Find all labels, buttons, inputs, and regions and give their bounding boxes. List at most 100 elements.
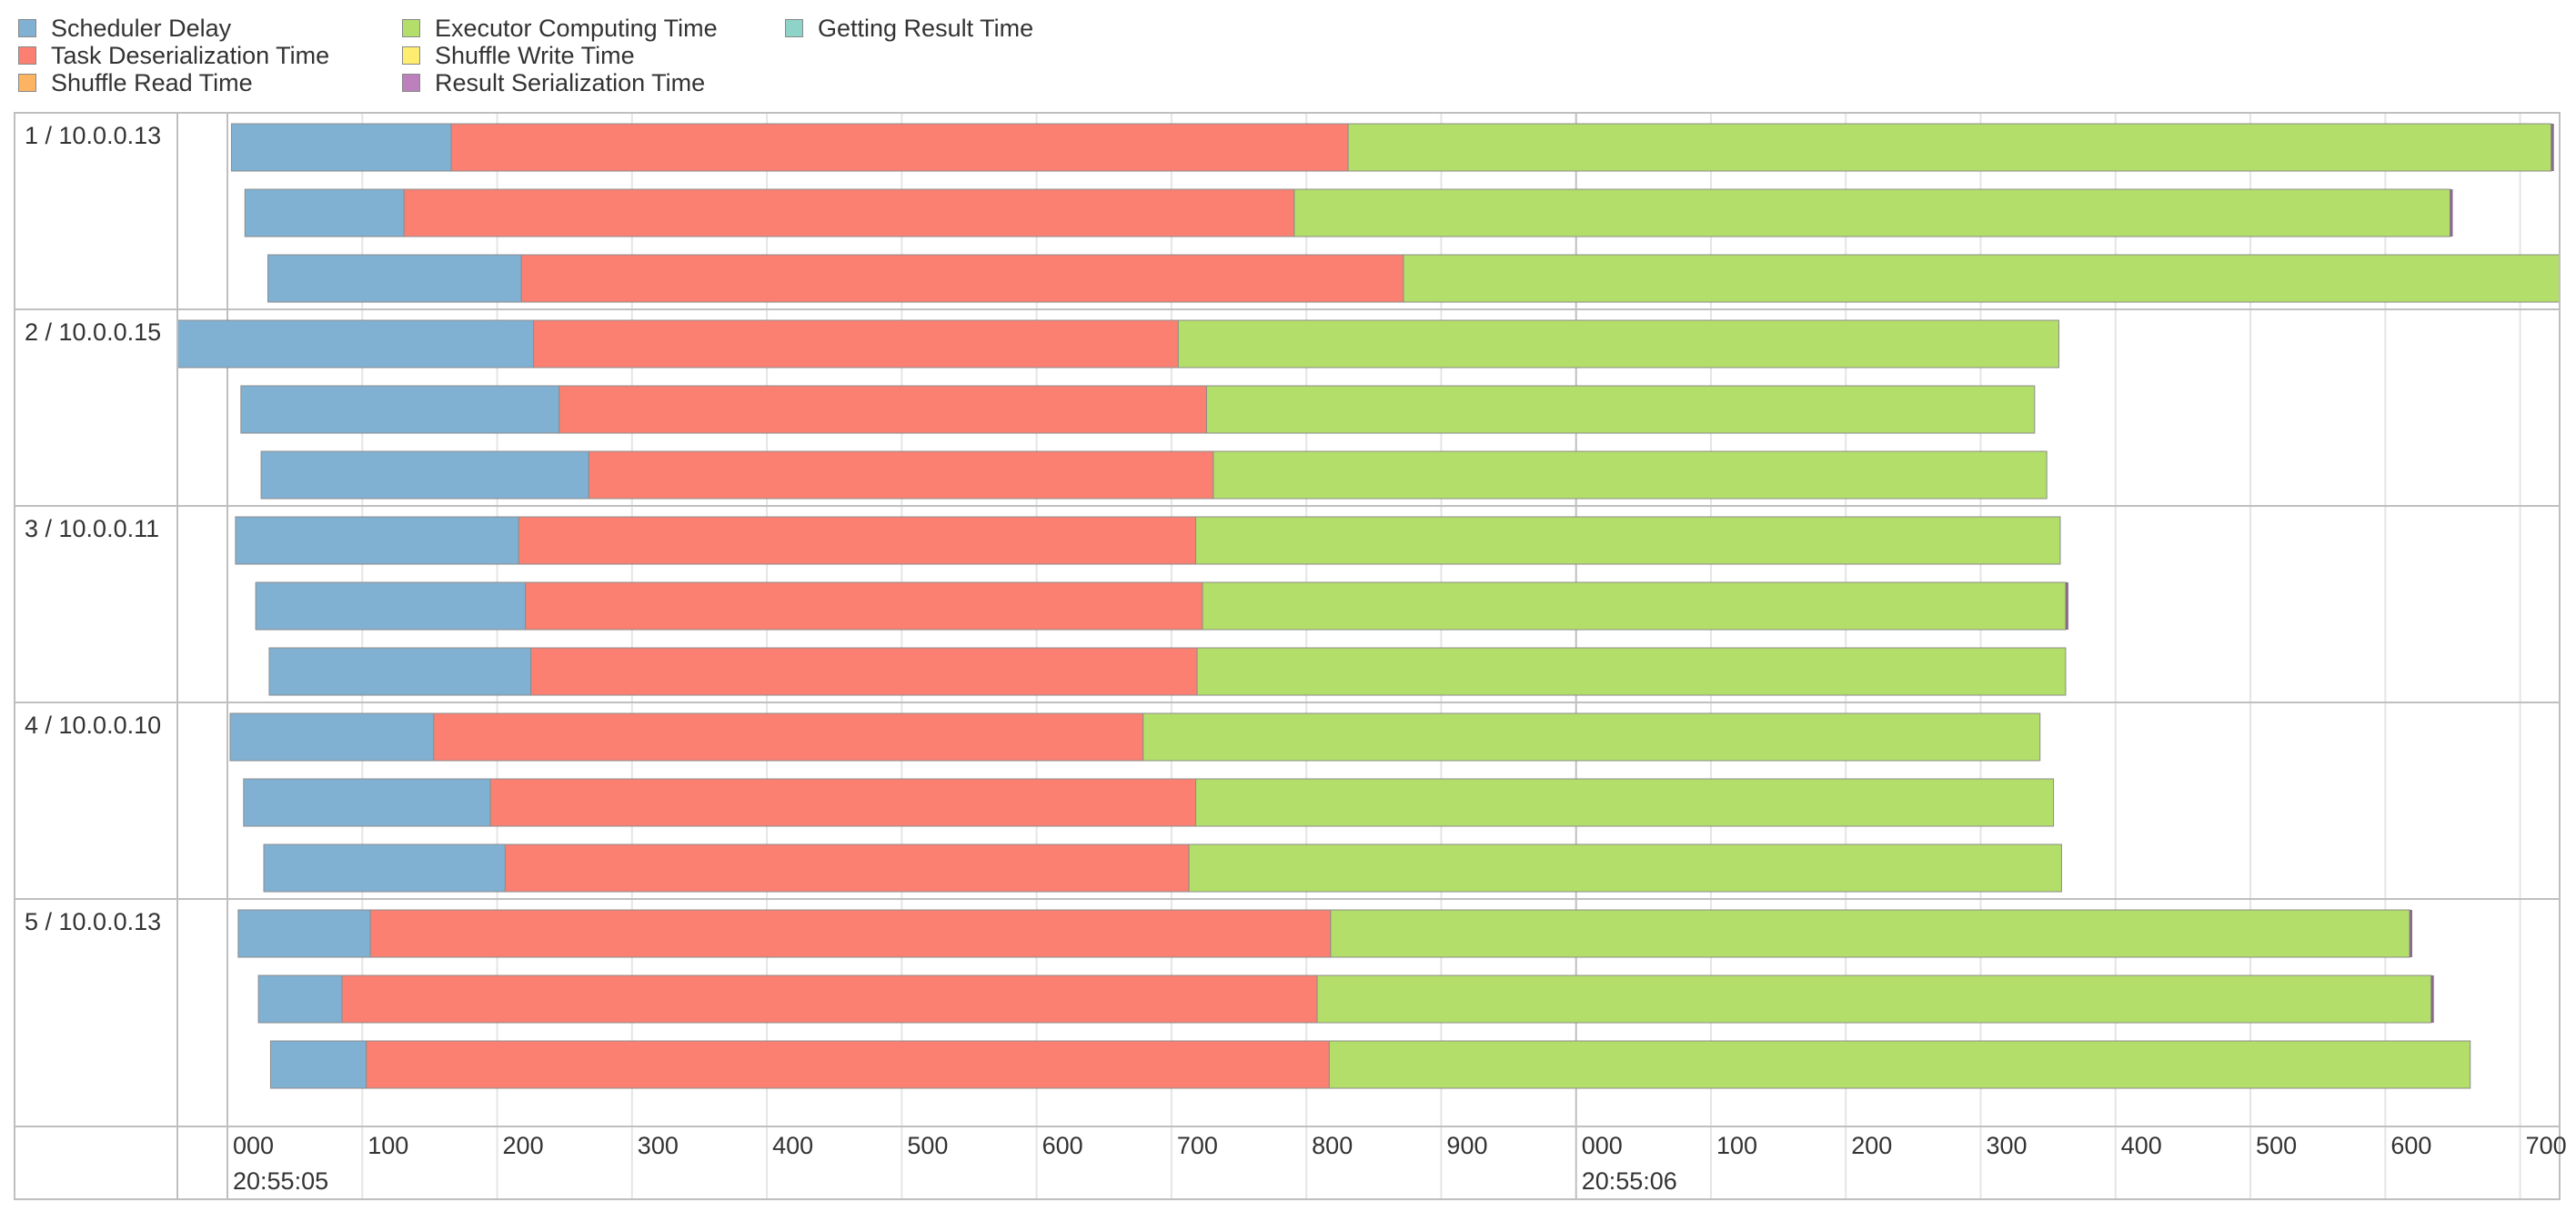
tick-label: 100 bbox=[367, 1132, 408, 1159]
scheduler-delay-segment[interactable] bbox=[244, 188, 405, 237]
executor-computing-segment[interactable] bbox=[1177, 319, 2060, 369]
tick-label: 800 bbox=[1312, 1132, 1353, 1159]
legend-item-scheduler-delay[interactable]: Scheduler Delay bbox=[18, 15, 231, 42]
executor-computing-segment[interactable] bbox=[1195, 516, 2061, 565]
executor-computing-segment[interactable] bbox=[1316, 975, 2432, 1024]
executor-computing-segment[interactable] bbox=[1202, 581, 2067, 631]
legend-item-getting-result[interactable]: Getting Result Time bbox=[785, 15, 1033, 42]
executor-computing-segment[interactable] bbox=[1195, 778, 2055, 827]
task-deserialization-segment[interactable] bbox=[433, 712, 1144, 762]
executor-computing-segment[interactable] bbox=[1188, 843, 2062, 893]
labels-layer: 1 / 10.0.0.13 2 / 10.0.0.15 3 / 10.0.0.11 4… bbox=[25, 122, 2567, 1195]
scheduler-delay-segment[interactable] bbox=[230, 123, 452, 172]
executor-label: 1 / 10.0.0.13 bbox=[25, 122, 161, 149]
tick-label: 000 bbox=[1582, 1132, 1623, 1159]
tick-label: 500 bbox=[2256, 1132, 2297, 1159]
tick-label: 900 bbox=[1446, 1132, 1487, 1159]
task-deserialization-segment[interactable] bbox=[533, 319, 1179, 369]
task-deserialization-segment[interactable] bbox=[558, 385, 1207, 434]
result-serialization-segment[interactable] bbox=[2551, 124, 2554, 171]
task-bar[interactable] bbox=[268, 647, 2067, 696]
task-deserialization-segment[interactable] bbox=[403, 188, 1295, 237]
executor-computing-segment[interactable] bbox=[1328, 1040, 2471, 1089]
executor-computing-segment[interactable] bbox=[1330, 909, 2410, 958]
tick-label: 400 bbox=[772, 1132, 813, 1159]
task-deserialization-segment[interactable] bbox=[530, 647, 1198, 696]
executor-computing-segment[interactable] bbox=[1347, 123, 2552, 172]
legend-swatch bbox=[402, 74, 420, 92]
task-deserialization-segment[interactable] bbox=[366, 1040, 1330, 1089]
task-bar[interactable] bbox=[260, 450, 2048, 500]
task-deserialization-segment[interactable] bbox=[369, 909, 1332, 958]
task-bar[interactable] bbox=[230, 123, 2554, 172]
task-bar[interactable] bbox=[263, 843, 2062, 893]
tick-label: 300 bbox=[638, 1132, 679, 1159]
task-bar[interactable] bbox=[267, 254, 2561, 303]
tick-label: 700 bbox=[1177, 1132, 1218, 1159]
scheduler-delay-segment[interactable] bbox=[243, 778, 491, 827]
legend-swatch bbox=[18, 19, 36, 37]
scheduler-delay-segment[interactable] bbox=[260, 450, 589, 500]
executor-computing-segment[interactable] bbox=[1205, 385, 2036, 434]
task-bar[interactable] bbox=[240, 385, 2036, 434]
legend-swatch bbox=[785, 19, 803, 37]
task-bar[interactable] bbox=[257, 975, 2434, 1024]
scheduler-delay-segment[interactable] bbox=[257, 975, 343, 1024]
task-bar[interactable] bbox=[235, 516, 2061, 565]
task-deserialization-segment[interactable] bbox=[525, 581, 1203, 631]
task-deserialization-segment[interactable] bbox=[504, 843, 1190, 893]
legend-label: Scheduler Delay bbox=[51, 14, 232, 42]
frame-layer bbox=[14, 112, 2561, 1200]
tick-label: 400 bbox=[2121, 1132, 2162, 1159]
tick-label: 500 bbox=[907, 1132, 948, 1159]
legend: Scheduler Delay Task Deserialization Tim… bbox=[18, 11, 1292, 102]
result-serialization-segment[interactable] bbox=[2450, 189, 2453, 237]
executor-computing-segment[interactable] bbox=[1142, 712, 2041, 762]
scheduler-delay-segment[interactable] bbox=[176, 319, 535, 369]
executor-computing-segment[interactable] bbox=[1213, 450, 2048, 500]
task-bar[interactable] bbox=[237, 909, 2413, 958]
scheduler-delay-segment[interactable] bbox=[269, 1040, 367, 1089]
executor-label: 5 / 10.0.0.13 bbox=[25, 908, 161, 935]
result-serialization-segment[interactable] bbox=[2410, 910, 2413, 957]
executor-label: 3 / 10.0.0.11 bbox=[25, 515, 159, 542]
task-deserialization-segment[interactable] bbox=[489, 778, 1197, 827]
task-deserialization-segment[interactable] bbox=[450, 123, 1349, 172]
task-deserialization-segment[interactable] bbox=[588, 450, 1214, 500]
scheduler-delay-segment[interactable] bbox=[267, 254, 522, 303]
legend-swatch bbox=[402, 19, 420, 37]
scheduler-delay-segment[interactable] bbox=[255, 581, 527, 631]
result-serialization-segment[interactable] bbox=[2065, 582, 2068, 630]
legend-item-task-deserialization[interactable]: Task Deserialization Time bbox=[18, 42, 329, 69]
legend-item-shuffle-read[interactable]: Shuffle Read Time bbox=[18, 69, 253, 96]
task-bar[interactable] bbox=[243, 778, 2055, 827]
scheduler-delay-segment[interactable] bbox=[268, 647, 532, 696]
legend-item-shuffle-write[interactable]: Shuffle Write Time bbox=[402, 42, 635, 69]
scheduler-delay-segment[interactable] bbox=[237, 909, 371, 958]
tick-label: 200 bbox=[503, 1132, 544, 1159]
task-bar[interactable] bbox=[176, 319, 2060, 369]
legend-label: Getting Result Time bbox=[818, 14, 1034, 42]
task-deserialization-segment[interactable] bbox=[341, 975, 1318, 1024]
task-bar[interactable] bbox=[244, 188, 2453, 237]
task-deserialization-segment[interactable] bbox=[518, 516, 1197, 565]
task-deserialization-segment[interactable] bbox=[520, 254, 1404, 303]
task-bar[interactable] bbox=[229, 712, 2041, 762]
executor-computing-segment[interactable] bbox=[1196, 647, 2067, 696]
legend-swatch bbox=[18, 74, 36, 92]
task-bar[interactable] bbox=[269, 1040, 2471, 1089]
legend-item-result-serialization[interactable]: Result Serialization Time bbox=[402, 69, 705, 96]
scheduler-delay-segment[interactable] bbox=[263, 843, 506, 893]
tick-label: 700 bbox=[2526, 1132, 2567, 1159]
scheduler-delay-segment[interactable] bbox=[240, 385, 560, 434]
legend-swatch bbox=[18, 46, 36, 65]
executor-computing-segment[interactable] bbox=[1403, 254, 2561, 303]
tick-label: 200 bbox=[1851, 1132, 1892, 1159]
executor-computing-segment[interactable] bbox=[1293, 188, 2450, 237]
task-bar[interactable] bbox=[255, 581, 2068, 631]
scheduler-delay-segment[interactable] bbox=[235, 516, 519, 565]
result-serialization-segment[interactable] bbox=[2430, 975, 2434, 1023]
legend-item-executor-computing[interactable]: Executor Computing Time bbox=[402, 15, 718, 42]
scheduler-delay-segment[interactable] bbox=[229, 712, 435, 762]
legend-label: Shuffle Write Time bbox=[435, 41, 635, 69]
